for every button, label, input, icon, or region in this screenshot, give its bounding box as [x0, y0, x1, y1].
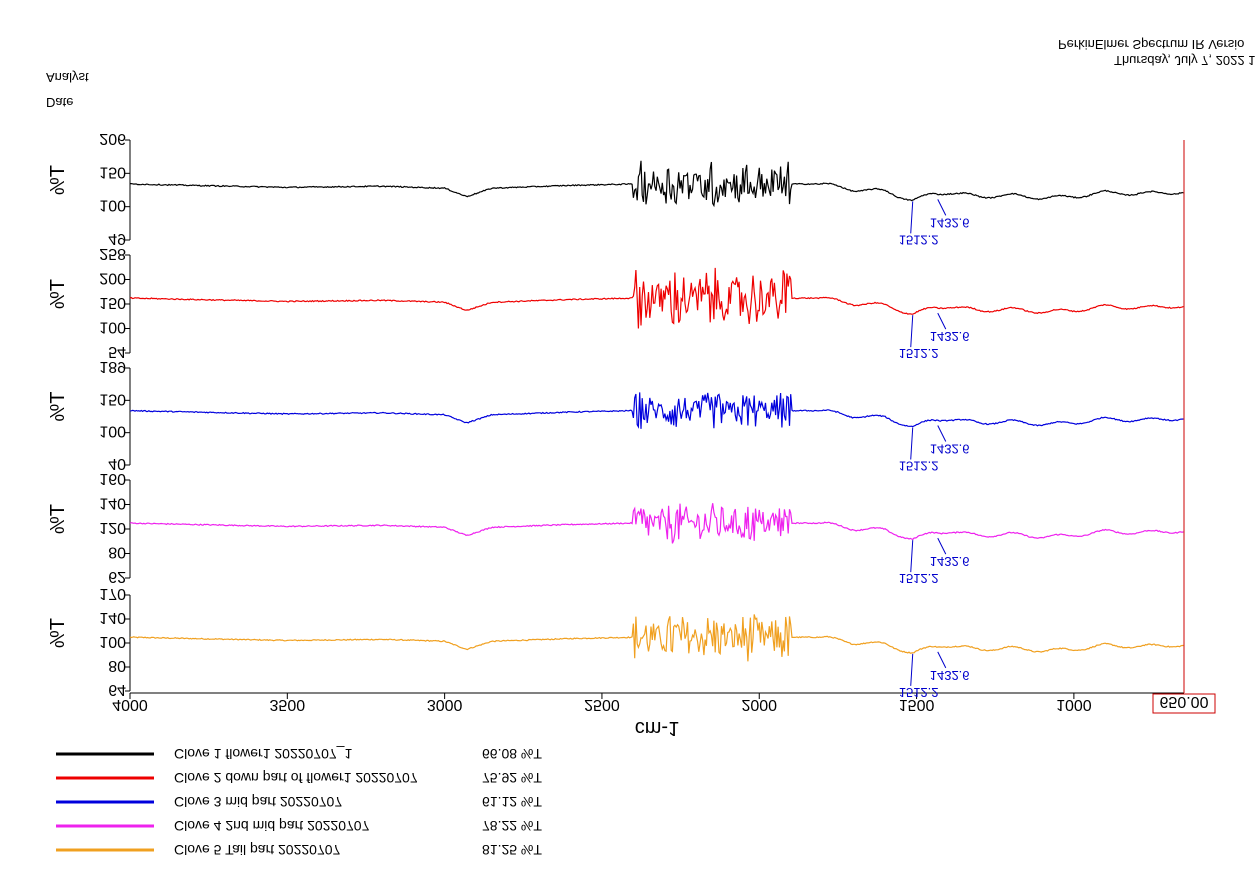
- legend-value: 61.12 %T: [482, 794, 542, 810]
- x-tick-label: 4000: [112, 696, 148, 713]
- y-axis-label: T%: [47, 392, 69, 422]
- spectrum-panel: 62 80 120 140 160 T% 1512.2 1432.6: [47, 470, 1184, 586]
- peak-label: 1512.2: [899, 232, 939, 247]
- x-tick-label: 1000: [1056, 696, 1092, 713]
- y-axis-label: T%: [47, 279, 69, 309]
- x-tick-label: 1500: [899, 696, 935, 713]
- y-tick-label: 80: [108, 657, 126, 674]
- y-axis-label: T%: [47, 618, 69, 648]
- footer: Date Analyst Thursday, July 7, 2022 1 Pe…: [46, 37, 1255, 110]
- y-tick-label: 170: [99, 585, 126, 602]
- peak-marker: [937, 537, 947, 555]
- spectrum-line: [130, 160, 1184, 208]
- spectrum-line: [129, 267, 1184, 329]
- spectrum-panel: 40 100 150 189 T% 1512.2 1432.6: [47, 358, 1184, 474]
- x-end-label: 650.00: [1160, 693, 1209, 710]
- peak-marker: [910, 315, 914, 348]
- legend-label: Clove 2 down part of flower1 20220707: [174, 770, 418, 786]
- legend-value: 78.22 %T: [482, 818, 542, 834]
- y-tick-label: 100: [99, 319, 126, 336]
- peak-marker: [910, 653, 914, 686]
- x-axis-title: cm-1: [635, 717, 679, 739]
- legend-value: 66.08 %T: [482, 746, 542, 762]
- y-axis-label: T%: [47, 504, 69, 534]
- x-tick-label: 2500: [584, 696, 620, 713]
- software-version: PerkinElmer Spectrum IR Versio: [1058, 37, 1244, 52]
- peak-marker: [937, 425, 947, 442]
- spectrum-line: [129, 614, 1184, 662]
- legend-label: Clove 3 mid part 20220707: [174, 794, 342, 810]
- y-tick-label: 100: [99, 633, 126, 650]
- spectrum-panel: 49 100 150 206 T% 1512.2 1432.6: [47, 130, 1184, 247]
- legend-label: Clove 4 2nd mid part 20220707: [174, 818, 370, 834]
- x-end-box: [1152, 693, 1216, 714]
- peak-marker: [937, 199, 947, 216]
- spectrum-line: [129, 392, 1184, 429]
- y-tick-label: 258: [99, 245, 126, 262]
- y-tick-label: 64: [108, 681, 126, 698]
- peak-label: 1512.2: [899, 571, 939, 586]
- y-tick-label: 150: [99, 294, 126, 311]
- peak-label: 1512.2: [899, 685, 939, 700]
- peak-label: 1432.6: [930, 554, 970, 569]
- y-tick-label: 140: [99, 609, 126, 626]
- y-tick-label: 189: [99, 358, 126, 375]
- peak-label: 1512.2: [899, 459, 939, 474]
- y-tick-label: 140: [99, 495, 126, 512]
- y-tick-label: 150: [99, 163, 126, 180]
- x-tick-label: 2000: [741, 696, 777, 713]
- spectrum-panel: 54 100 150 200 258 T% 1512.2 1432.6: [47, 245, 1184, 361]
- peak-marker: [910, 540, 914, 573]
- y-tick-label: 206: [99, 130, 126, 147]
- y-tick-label: 80: [108, 544, 126, 561]
- spectrum-panel: 64 80 100 140 170 T% 1512.2 1432.6: [47, 585, 1184, 700]
- peak-marker: [937, 312, 947, 330]
- y-tick-label: 54: [108, 343, 126, 360]
- y-tick-label: 49: [108, 230, 126, 247]
- peak-label: 1432.6: [930, 215, 970, 230]
- peak-label: 1432.6: [930, 442, 970, 457]
- legend-value: 81.25 %T: [482, 842, 542, 858]
- peak-label: 1432.6: [930, 329, 970, 344]
- y-tick-label: 100: [99, 423, 126, 440]
- y-tick-label: 40: [108, 455, 126, 472]
- date-label: Date: [46, 95, 73, 110]
- y-axis-label: T%: [47, 165, 69, 195]
- legend: Clove 5 Tail part 20220707 81.25 %T Clove …: [56, 746, 542, 858]
- timestamp: Thursday, July 7, 2022 1: [1114, 53, 1255, 68]
- x-axis: 4000 3500 3000 2500 2000 1500 1000 cm-1 650.00: [112, 140, 1216, 739]
- y-tick-label: 150: [99, 390, 126, 407]
- peak-marker: [937, 651, 947, 669]
- spectrum-line: [129, 503, 1184, 544]
- spectrum-panels: 64 80 100 140 170 T% 1512.2 1432.6 62 80 120 140 160…: [47, 130, 1184, 700]
- peak-marker: [910, 427, 914, 460]
- peak-label: 1432.6: [930, 668, 970, 683]
- y-tick-label: 120: [99, 519, 126, 536]
- legend-value: 75.92 %T: [482, 770, 542, 786]
- y-tick-label: 160: [99, 470, 126, 487]
- legend-label: Clove 1 flower1 20220707_1: [174, 746, 352, 762]
- y-tick-label: 62: [108, 568, 126, 585]
- x-tick-label: 3000: [427, 696, 463, 713]
- y-tick-label: 200: [99, 270, 126, 287]
- peak-label: 1512.2: [899, 346, 939, 361]
- legend-label: Clove 5 Tail part 20220707: [174, 842, 341, 858]
- peak-marker: [910, 201, 914, 234]
- y-tick-label: 100: [99, 197, 126, 214]
- analyst-label: Analyst: [46, 70, 89, 85]
- x-tick-label: 3500: [270, 696, 306, 713]
